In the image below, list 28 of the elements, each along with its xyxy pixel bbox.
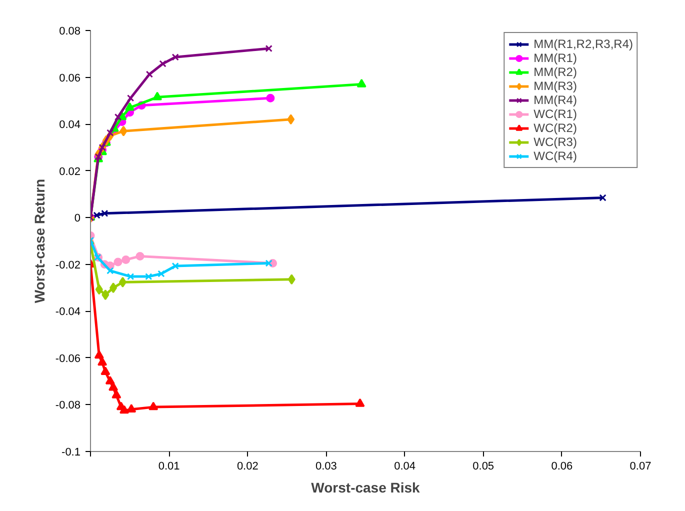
y-tick-label: -0.04 — [55, 306, 81, 318]
y-tick-label: -0.02 — [55, 259, 81, 272]
legend-label: MM(R1) — [534, 51, 577, 65]
x-tick-label: 0.02 — [236, 460, 258, 472]
legend-label: WC(R2) — [534, 121, 577, 135]
x-axis-title: Worst-case Risk — [311, 480, 420, 496]
y-tick-label: 0.08 — [59, 26, 81, 38]
y-tick-label: 0.02 — [59, 166, 81, 178]
legend-label: WC(R3) — [534, 135, 577, 149]
y-tick-label: 0 — [74, 212, 81, 225]
y-tick-label: -0.08 — [55, 400, 81, 412]
x-tick-label: 0.03 — [316, 460, 337, 472]
x-tick-label: 0.07 — [630, 460, 652, 472]
y-tick-label: -0.1 — [62, 446, 81, 458]
y-tick-label: 0.06 — [59, 72, 81, 84]
legend-label: MM(R4) — [534, 93, 577, 107]
legend-label: WC(R4) — [534, 149, 577, 163]
x-tick-label: 0.04 — [394, 460, 416, 472]
x-tick-label: 0.05 — [472, 460, 494, 472]
legend-label: MM(R2) — [534, 65, 577, 79]
legend-label: MM(R3) — [534, 79, 577, 93]
y-axis-title: Worst-case Return — [31, 178, 48, 304]
legend-label: WC(R1) — [534, 107, 577, 121]
x-tick-label: 0.06 — [551, 460, 573, 472]
y-tick-label: 0.04 — [59, 119, 81, 132]
y-tick-label: -0.06 — [55, 352, 81, 365]
legend-label: MM(R1,R2,R3,R4) — [534, 37, 633, 51]
x-tick-label: 0.01 — [158, 460, 180, 472]
